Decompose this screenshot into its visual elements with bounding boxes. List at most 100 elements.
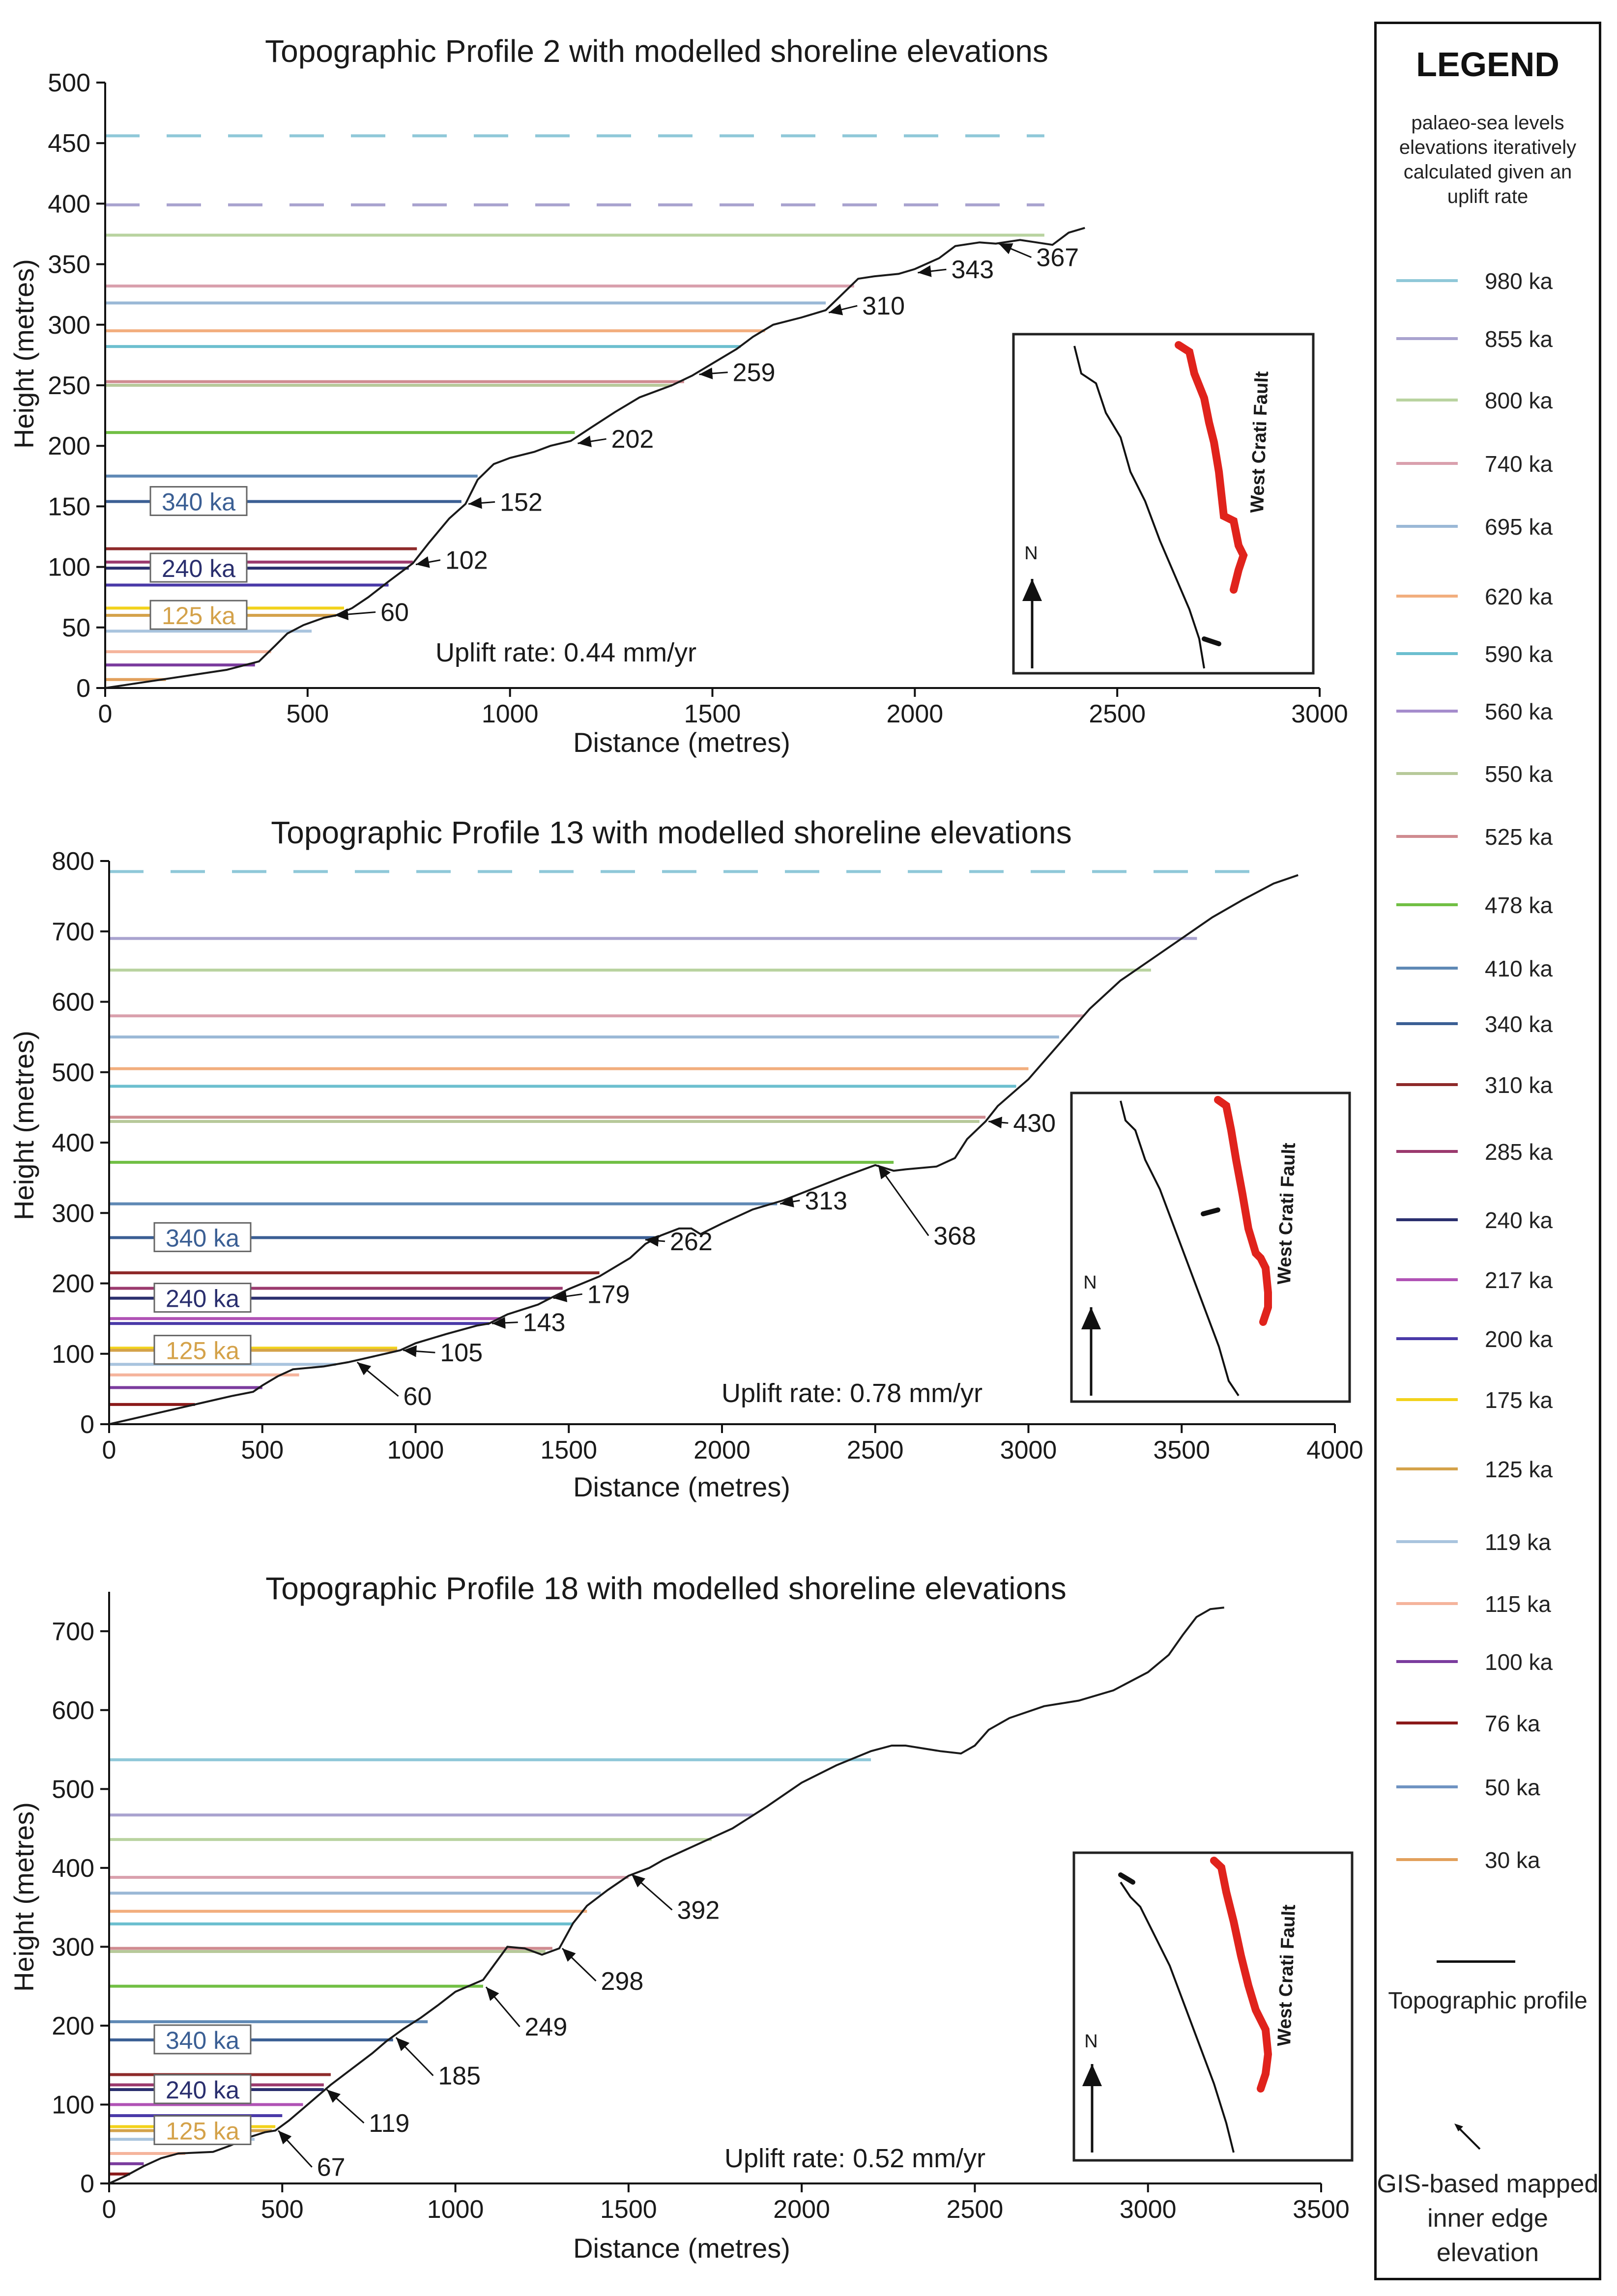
legend-swatch	[1396, 462, 1458, 465]
annotation-label: 119	[369, 2109, 409, 2138]
annotation-arrow	[553, 1290, 582, 1302]
annotation-label: 60	[380, 599, 409, 627]
legend-label: 119 ka	[1485, 1529, 1551, 1555]
legend-label: 855 ka	[1485, 326, 1553, 352]
location-inset-map: West Crati Fault N	[1012, 333, 1315, 675]
y-tick-label: 300	[52, 1933, 94, 1961]
age-box	[153, 1222, 252, 1252]
y-tick-label: 50	[62, 614, 90, 642]
legend-swatch	[1396, 1660, 1458, 1663]
legend-swatch	[1396, 525, 1458, 528]
legend-item: 740 ka	[1377, 449, 1599, 478]
legend-item: 50 ka	[1377, 1772, 1599, 1802]
legend-item: 478 ka	[1377, 890, 1599, 919]
annotation-label: 343	[951, 256, 994, 284]
x-tick-label: 1000	[387, 1436, 444, 1464]
legend-label: 240 ka	[1485, 1207, 1553, 1233]
y-tick-label: 600	[52, 988, 94, 1017]
y-axis-label: Height (metres)	[8, 1802, 39, 1992]
topographic-profile-line	[109, 874, 1299, 1425]
legend: LEGEND palaeo-sea levels elevations iter…	[1374, 22, 1601, 2280]
legend-item: 855 ka	[1377, 324, 1599, 353]
x-tick-label: 500	[286, 700, 329, 728]
y-tick-label: 300	[48, 311, 90, 340]
age-box-label: 240 ka	[166, 2076, 239, 2104]
legend-item: 240 ka	[1377, 1205, 1599, 1234]
annotation-arrow	[561, 1948, 597, 1981]
legend-description: palaeo-sea levels elevations iteratively…	[1399, 112, 1577, 207]
x-tick-label: 0	[102, 2195, 116, 2224]
annotation-label: 179	[587, 1280, 630, 1309]
legend-swatch	[1396, 1218, 1458, 1221]
legend-label: 125 ka	[1485, 1457, 1553, 1482]
north-label: N	[1024, 543, 1038, 564]
legend-swatch	[1396, 1337, 1458, 1340]
x-tick-label: 2500	[847, 1436, 904, 1464]
age-box	[153, 2115, 252, 2145]
inset-frame	[1072, 1851, 1354, 2162]
legend-label: 800 ka	[1485, 388, 1553, 413]
annotation-arrow	[578, 435, 606, 447]
legend-label: 340 ka	[1485, 1011, 1553, 1037]
x-tick-label: 1000	[427, 2195, 484, 2224]
legend-swatch	[1396, 1278, 1458, 1281]
age-box-label: 340 ka	[166, 2027, 239, 2054]
y-tick-label: 200	[52, 2012, 94, 2040]
y-tick-label: 800	[52, 847, 94, 876]
annotation-arrow	[356, 1361, 399, 1397]
fault-label: West Crati Fault	[1274, 1904, 1299, 2046]
annotation-label: 310	[862, 292, 905, 320]
legend-label: 30 ka	[1485, 1847, 1540, 1873]
annotation-label: 298	[601, 1967, 643, 1996]
age-box-label: 125 ka	[166, 1337, 239, 1365]
legend-label: 217 ka	[1485, 1267, 1553, 1293]
legend-swatch	[1396, 652, 1458, 655]
y-tick-label: 500	[52, 1775, 94, 1804]
y-tick-label: 200	[52, 1270, 94, 1298]
legend-item: 115 ka	[1377, 1589, 1599, 1618]
y-tick-label: 450	[48, 129, 90, 158]
legend-item: 620 ka	[1377, 581, 1599, 611]
legend-label: 478 ka	[1485, 892, 1553, 918]
fault-label: West Crati Fault	[1247, 371, 1272, 513]
y-axis-label: Height (metres)	[8, 259, 39, 449]
y-tick-label: 700	[52, 918, 94, 946]
x-tick-label: 0	[102, 1436, 116, 1464]
legend-swatch	[1396, 1722, 1458, 1724]
legend-swatch	[1396, 399, 1458, 402]
annotation-label: 143	[523, 1309, 566, 1337]
legend-label: 560 ka	[1485, 699, 1553, 724]
x-tick-label: 500	[241, 1436, 284, 1464]
age-box	[149, 600, 248, 630]
legend-item: 980 ka	[1377, 266, 1599, 295]
legend-item: 310 ka	[1377, 1070, 1599, 1099]
legend-label: 550 ka	[1485, 761, 1553, 787]
annotation-label: 430	[1013, 1109, 1056, 1138]
legend-title: LEGEND	[1416, 45, 1559, 84]
legend-swatch	[1396, 1467, 1458, 1470]
y-tick-label: 500	[52, 1059, 94, 1087]
x-axis-label: Distance (metres)	[573, 2233, 790, 2264]
inset-profile-trace	[1120, 1100, 1240, 1397]
legend-label: 740 ka	[1485, 451, 1553, 477]
annotation-arrow	[403, 1345, 435, 1357]
legend-swatch	[1396, 772, 1458, 775]
legend-item: 76 ka	[1377, 1708, 1599, 1738]
y-tick-label: 100	[48, 553, 90, 582]
annotation-arrow	[278, 2130, 313, 2168]
uplift-rate-label: Uplift rate: 0.44 mm/yr	[435, 638, 696, 667]
annotation-arrow	[395, 2037, 434, 2076]
y-tick-label: 100	[52, 1340, 94, 1369]
age-box-label: 240 ka	[166, 1285, 239, 1313]
chart-title: Topographic Profile 2 with modelled shor…	[265, 33, 1048, 69]
y-axis-label: Height (metres)	[8, 1031, 39, 1220]
legend-swatch	[1396, 595, 1458, 598]
annotation-label: 202	[611, 425, 654, 454]
age-box	[153, 1335, 252, 1365]
legend-gis-arrow-icon	[1454, 2124, 1481, 2150]
x-tick-label: 3500	[1153, 1436, 1210, 1464]
annotation-arrow	[485, 1986, 520, 2027]
inset-fault-trace	[1175, 341, 1248, 594]
uplift-rate-label: Uplift rate: 0.78 mm/yr	[722, 1378, 982, 1408]
chart-title: Topographic Profile 18 with modelled sho…	[265, 1571, 1066, 1606]
